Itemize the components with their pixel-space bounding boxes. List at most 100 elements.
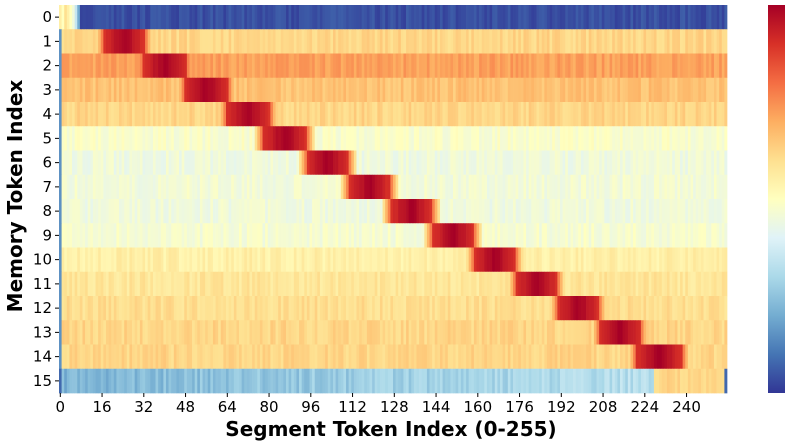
heatmap-cell [338,271,342,297]
heatmap-cell [207,29,211,54]
heatmap-cell [72,150,76,176]
heatmap-cell [646,223,650,248]
heatmap-cell [573,77,577,103]
heatmap-cell [226,126,229,151]
heatmap-cell [236,126,240,151]
heatmap-cell [382,29,386,54]
heatmap-cell [103,102,107,127]
heatmap-cell [604,53,608,79]
heatmap-cell [377,102,381,127]
heatmap-cell [312,77,316,103]
heatmap-cell [695,320,699,345]
heatmap-cell [385,102,389,127]
heatmap-cell [633,150,637,176]
heatmap-cell [620,271,623,297]
heatmap-cell [278,271,282,297]
heatmap-cell [366,5,370,30]
heatmap-cell [100,320,104,345]
heatmap-cell [693,247,697,273]
heatmap-cell [450,320,454,345]
heatmap-cell [471,344,475,370]
heatmap-cell [544,296,548,321]
heatmap-cell [557,199,561,224]
heatmap-cell [335,368,339,394]
heatmap-row-13 [59,320,728,345]
heatmap-cell [306,320,310,345]
heatmap-cell [463,271,467,297]
heatmap-cell [184,5,188,30]
heatmap-cell [155,271,159,297]
heatmap-cell [513,53,516,79]
heatmap-cell [674,247,678,273]
heatmap-cell [220,271,224,297]
heatmap-cell [77,77,81,103]
heatmap-cell [648,296,652,321]
heatmap-cell [612,344,616,370]
heatmap-cell [252,344,256,370]
heatmap-cell [489,223,493,248]
heatmap-cell [724,296,728,321]
heatmap-cell [437,5,441,30]
heatmap-cell [223,344,227,370]
heatmap-cell [617,199,621,224]
heatmap-cell [486,174,490,200]
heatmap-cell [181,53,185,79]
heatmap-cell [539,223,543,248]
heatmap-cell [168,199,172,224]
heatmap-cell [220,344,224,370]
heatmap-cell [236,77,240,103]
heatmap-cell [346,271,349,297]
heatmap-cell [716,344,720,370]
heatmap-cell [165,5,169,30]
heatmap-cell [286,223,289,248]
heatmap-cell [377,5,381,30]
heatmap-cell [108,296,112,321]
heatmap-cell [351,29,355,54]
heatmap-cell [497,174,501,200]
heatmap-cell [64,5,68,30]
heatmap-cell [484,5,488,30]
heatmap-cell [184,53,188,79]
heatmap-cell [304,53,308,79]
heatmap-cell [387,126,391,151]
heatmap-cell [560,150,563,176]
heatmap-row-12 [59,296,728,321]
heatmap-cell [87,247,91,273]
heatmap-cell [674,296,678,321]
heatmap-cell [181,296,185,321]
heatmap-cell [429,320,433,345]
heatmap-cell [147,320,151,345]
heatmap-cell [685,247,689,273]
heatmap-cell [192,223,196,248]
heatmap-cell [445,150,449,176]
heatmap-cell [111,368,115,394]
heatmap-cell [630,150,634,176]
heatmap-cell [463,174,467,200]
heatmap-cell [481,5,485,30]
heatmap-cell [116,5,120,30]
heatmap-cell [471,126,475,151]
heatmap-cell [648,320,652,345]
heatmap-cell [411,150,415,176]
heatmap-cell [79,223,83,248]
heatmap-cell [220,174,224,200]
heatmap-cell [59,368,62,394]
heatmap-cell [322,199,326,224]
heatmap-cell [630,271,634,297]
heatmap-cell [453,368,456,394]
heatmap-cell [575,320,579,345]
heatmap-cell [583,126,587,151]
heatmap-cell [340,344,344,370]
heatmap-cell [142,271,146,297]
heatmap-cell [278,296,282,321]
heatmap-cell [567,29,571,54]
heatmap-cell [186,320,190,345]
heatmap-cell [244,320,248,345]
heatmap-cell [674,344,678,370]
heatmap-cell [468,247,472,273]
heatmap-cell [419,126,423,151]
heatmap-cell [596,53,600,79]
heatmap-cell [218,247,222,273]
heatmap-cell [682,77,686,103]
heatmap-cell [343,150,347,176]
